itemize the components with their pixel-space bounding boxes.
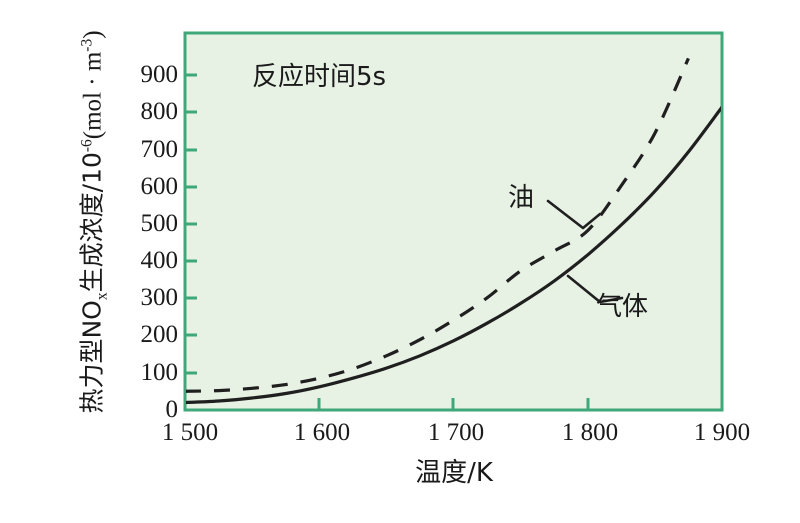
x-tick-label-1700: 1 700: [427, 419, 485, 446]
y-axis-title: 热力型NOx生成浓度/10-6(mol · m-3): [73, 7, 116, 437]
series-label-gas: 气体: [596, 292, 649, 322]
y-axis-title-sub-x: x: [93, 292, 111, 301]
y-axis-ticks: [185, 73, 197, 375]
x-tick-label-1900: 1 900: [693, 419, 751, 446]
y-axis-title-exponent-6: -6: [78, 139, 96, 153]
x-axis-title: 温度/K: [415, 458, 493, 488]
x-axis-ticks: [317, 398, 590, 410]
reaction-time-annotation: 反应时间5s: [252, 62, 387, 92]
y-axis-title-prefix: 热力型NO: [77, 300, 107, 414]
leader-line-gas: [566, 274, 624, 304]
series-label-oil: 油: [508, 183, 535, 213]
y-axis-title-mid: 生成浓度/10: [77, 152, 107, 293]
y-axis-title-unit-close: ): [79, 30, 107, 39]
x-tick-label-1800: 1 800: [561, 419, 619, 446]
x-tick-label-1600: 1 600: [293, 419, 351, 446]
x-tick-label-1500: 1 500: [161, 419, 219, 446]
series-curve-gas: [186, 105, 721, 405]
leader-line-oil: [546, 199, 602, 230]
y-axis-title-unit-open: (mol · m: [79, 51, 107, 140]
series-curve-oil: [186, 57, 690, 393]
plot-background: [185, 33, 722, 410]
y-axis-title-exponent-3: -3: [78, 38, 96, 52]
